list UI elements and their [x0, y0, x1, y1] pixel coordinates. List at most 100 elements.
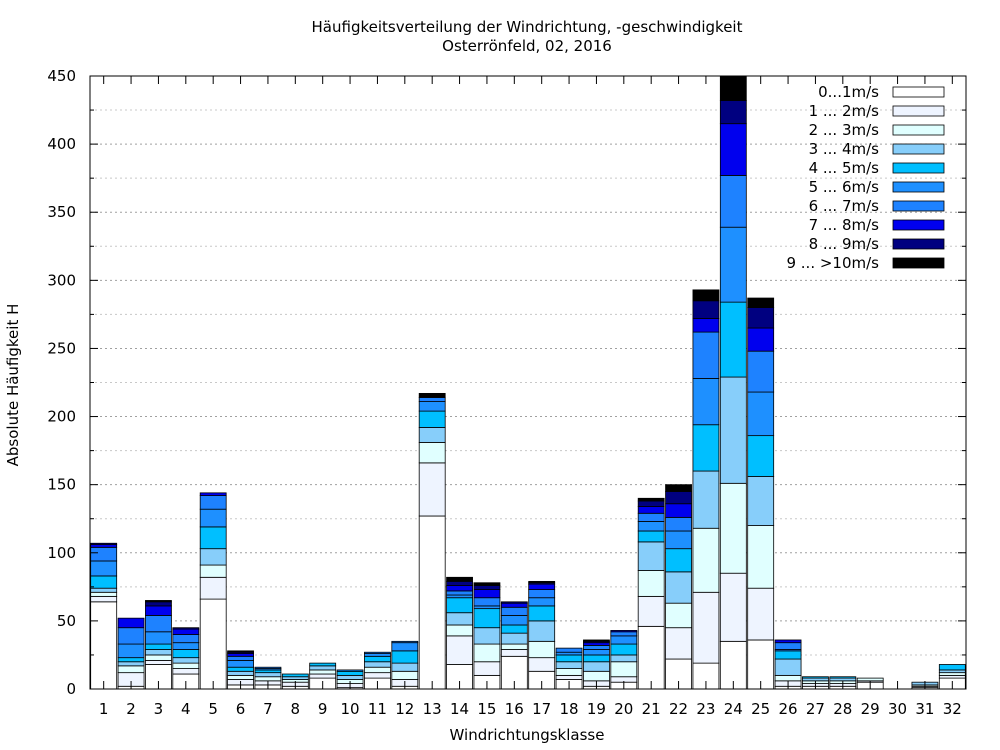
bar-segment [500, 649, 528, 657]
bar-segment [446, 635, 473, 665]
bar-segment [500, 601, 528, 604]
bar-segment [364, 672, 391, 679]
bar-segment [555, 661, 583, 669]
bar-segment [829, 677, 857, 682]
bar-segment [391, 670, 419, 680]
bar-segment [364, 651, 391, 654]
bar-segment [610, 654, 638, 663]
bar-segment [254, 672, 282, 678]
bar-segment [473, 608, 501, 629]
bar-segment [227, 650, 254, 653]
legend-swatch [892, 162, 945, 174]
bar-segment [610, 635, 638, 645]
bar-segment [418, 462, 446, 517]
bar-segment [610, 661, 638, 678]
bar-segment [172, 657, 200, 664]
legend-label: 4 ... 5m/s [809, 159, 880, 177]
bar-segment [719, 123, 747, 176]
x-tick-label: 7 [263, 700, 273, 718]
x-tick-label: 1 [99, 700, 109, 718]
bar-segment [117, 657, 145, 663]
legend-label: 5 ... 6m/s [809, 178, 880, 196]
bar-segment [199, 576, 227, 600]
bar-segment [364, 666, 391, 674]
bar-segment [418, 515, 446, 690]
bars-group [90, 75, 966, 690]
bar-segment [528, 597, 556, 607]
x-tick-label: 12 [395, 700, 414, 718]
x-tick-label: 16 [505, 700, 524, 718]
x-tick-label: 10 [341, 700, 360, 718]
bar-segment [637, 506, 665, 514]
bar-segment [172, 628, 200, 635]
bar-segment [281, 673, 309, 678]
bar-segment [555, 674, 583, 680]
bar-segment [528, 640, 556, 659]
bar-segment [938, 669, 966, 674]
x-tick-label: 30 [888, 700, 907, 718]
bar-segment [227, 655, 254, 661]
bar-segment [555, 654, 583, 663]
bar-segment [555, 647, 583, 653]
bar-segment [227, 659, 254, 668]
bar-segment [692, 300, 720, 319]
bar-segment [938, 674, 966, 679]
y-tick-label: 400 [47, 135, 76, 153]
legend-swatch [892, 181, 945, 193]
x-tick-label: 22 [669, 700, 688, 718]
bar-segment [610, 643, 638, 656]
bar-segment [309, 673, 337, 679]
x-tick-label: 11 [368, 700, 387, 718]
bar-segment [473, 643, 501, 663]
bar-segment [145, 601, 172, 607]
bar-segment [418, 410, 446, 428]
bar-segment [856, 677, 884, 682]
bar-segment [719, 100, 747, 125]
bar-segment [199, 495, 227, 510]
bar-segment [500, 606, 528, 616]
bar-segment [446, 612, 473, 626]
bar-segment [172, 642, 200, 650]
bar-segment [637, 570, 665, 597]
legend-label: 6 ... 7m/s [809, 197, 880, 215]
bar-segment [500, 632, 528, 645]
legend-swatch [892, 86, 945, 98]
bar-segment [117, 665, 145, 674]
bar-segment [446, 624, 473, 637]
bar-segment [309, 665, 337, 671]
bar-segment [500, 615, 528, 626]
bar-segment [227, 666, 254, 672]
bar-segment [802, 676, 829, 679]
y-tick-label: 350 [47, 203, 76, 221]
bar-segment [637, 497, 665, 502]
x-tick-label: 17 [532, 700, 551, 718]
legend-swatch [892, 124, 945, 136]
bar-segment [199, 508, 227, 528]
y-tick-label: 300 [47, 271, 76, 289]
bar-segment [281, 676, 309, 680]
bar-segment [747, 435, 775, 477]
x-tick-label: 32 [943, 700, 962, 718]
bar-segment [364, 655, 391, 663]
bar-segment [747, 525, 775, 589]
bar-segment [90, 595, 118, 603]
bar-segment [829, 676, 857, 679]
bar-segment [145, 631, 172, 645]
bar-segment [774, 642, 802, 650]
bar-segment [637, 625, 665, 690]
bar-segment [391, 662, 419, 672]
x-tick-label: 9 [318, 700, 328, 718]
bar-segment [528, 605, 556, 622]
x-tick-label: 27 [806, 700, 825, 718]
bar-segment [747, 307, 775, 329]
bar-segment [665, 627, 692, 660]
bar-segment [665, 491, 692, 505]
bar-segment [583, 642, 610, 646]
bar-segment [309, 669, 337, 675]
legend-label: 3 ... 4m/s [809, 140, 880, 158]
bar-segment [802, 677, 829, 682]
bar-segment [145, 659, 172, 665]
y-tick-label: 200 [47, 408, 76, 426]
bar-segment [227, 674, 254, 680]
